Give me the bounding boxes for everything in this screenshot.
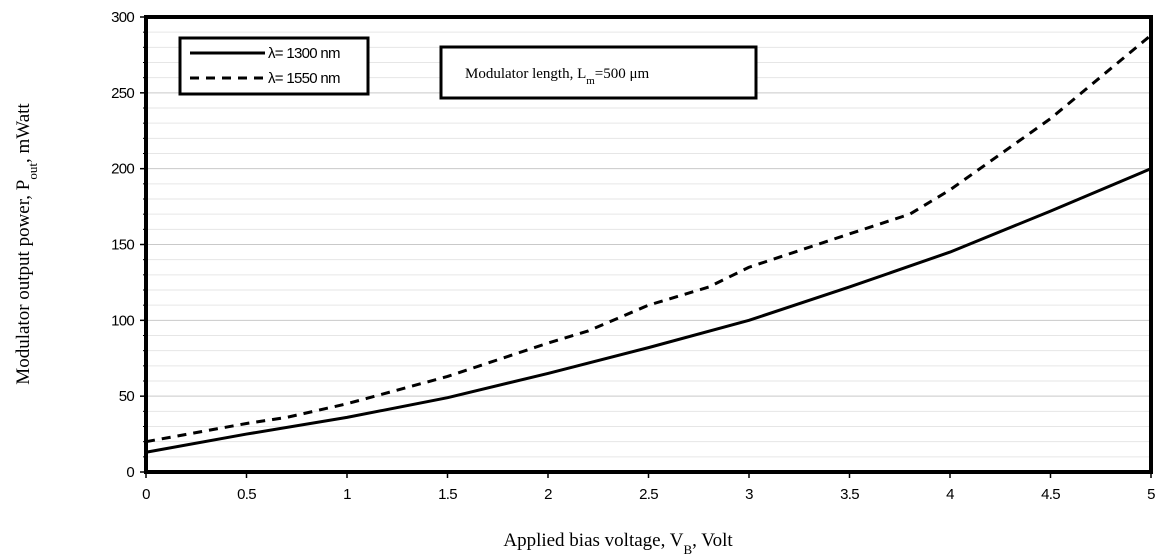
- x-tick-label: 1.5: [438, 486, 457, 503]
- legend-label-1550nm: λ= 1550 nm: [268, 70, 340, 87]
- y-tick-label: 150: [111, 237, 134, 254]
- y-tick-label: 200: [111, 161, 134, 178]
- y-axis-title: Modulator output power, Pout, mWatt: [13, 103, 40, 385]
- annotation-main: Modulator length, L: [465, 66, 586, 82]
- annotation-box: Modulator length, Lm=500 μm: [439, 45, 758, 100]
- legend-label-1300nm: λ= 1300 nm: [268, 45, 340, 62]
- x-axis-title-subscript: B: [683, 542, 692, 557]
- y-axis-title-main: Modulator output power, P: [13, 180, 34, 385]
- x-tick-label: 4.5: [1041, 486, 1060, 503]
- x-tick-label: 3: [745, 486, 753, 503]
- series-line-1550nm: [145, 34, 1152, 444]
- annotation-text: Modulator length, Lm=500 μm: [465, 66, 650, 87]
- x-tick-label: 1: [343, 486, 351, 503]
- y-tick-label: 100: [111, 312, 134, 329]
- y-tick-label: 300: [111, 9, 134, 26]
- x-tick-label: 5: [1147, 486, 1155, 503]
- grid-lines: [146, 31, 1151, 458]
- annotation-frame: [439, 45, 758, 100]
- y-tick-label: 0: [126, 464, 134, 481]
- x-tick-label: 2: [544, 486, 552, 503]
- y-tick-label: 50: [119, 388, 135, 405]
- y-axis-title-tail: , mWatt: [13, 103, 34, 163]
- x-tick-label: 0: [142, 486, 150, 503]
- series-layer: [145, 34, 1152, 454]
- x-axis-title: Applied bias voltage, VB, Volt: [503, 530, 733, 557]
- x-tick-label: 0.5: [237, 486, 256, 503]
- x-axis-title-main: Applied bias voltage, V: [503, 530, 683, 551]
- x-tick-label: 2.5: [639, 486, 658, 503]
- legend-frame: [178, 36, 370, 96]
- x-tick-label: 3.5: [840, 486, 859, 503]
- x-tick-label: 4: [946, 486, 954, 503]
- axis-ticks: 0 50 100 150 200 250 300 0 0.5 1 1.5 2 2.5 3 3.5 4 4.5 5: [111, 9, 1156, 503]
- x-axis-title-tail: , Volt: [692, 530, 733, 551]
- series-line-1300nm: [145, 167, 1152, 454]
- legend: λ= 1300 nm λ= 1550 nm: [178, 36, 370, 96]
- y-tick-label: 250: [111, 85, 134, 102]
- y-axis-title-subscript: out: [25, 163, 40, 180]
- annotation-subscript: m: [586, 75, 595, 87]
- annotation-tail: =500 μm: [595, 66, 650, 82]
